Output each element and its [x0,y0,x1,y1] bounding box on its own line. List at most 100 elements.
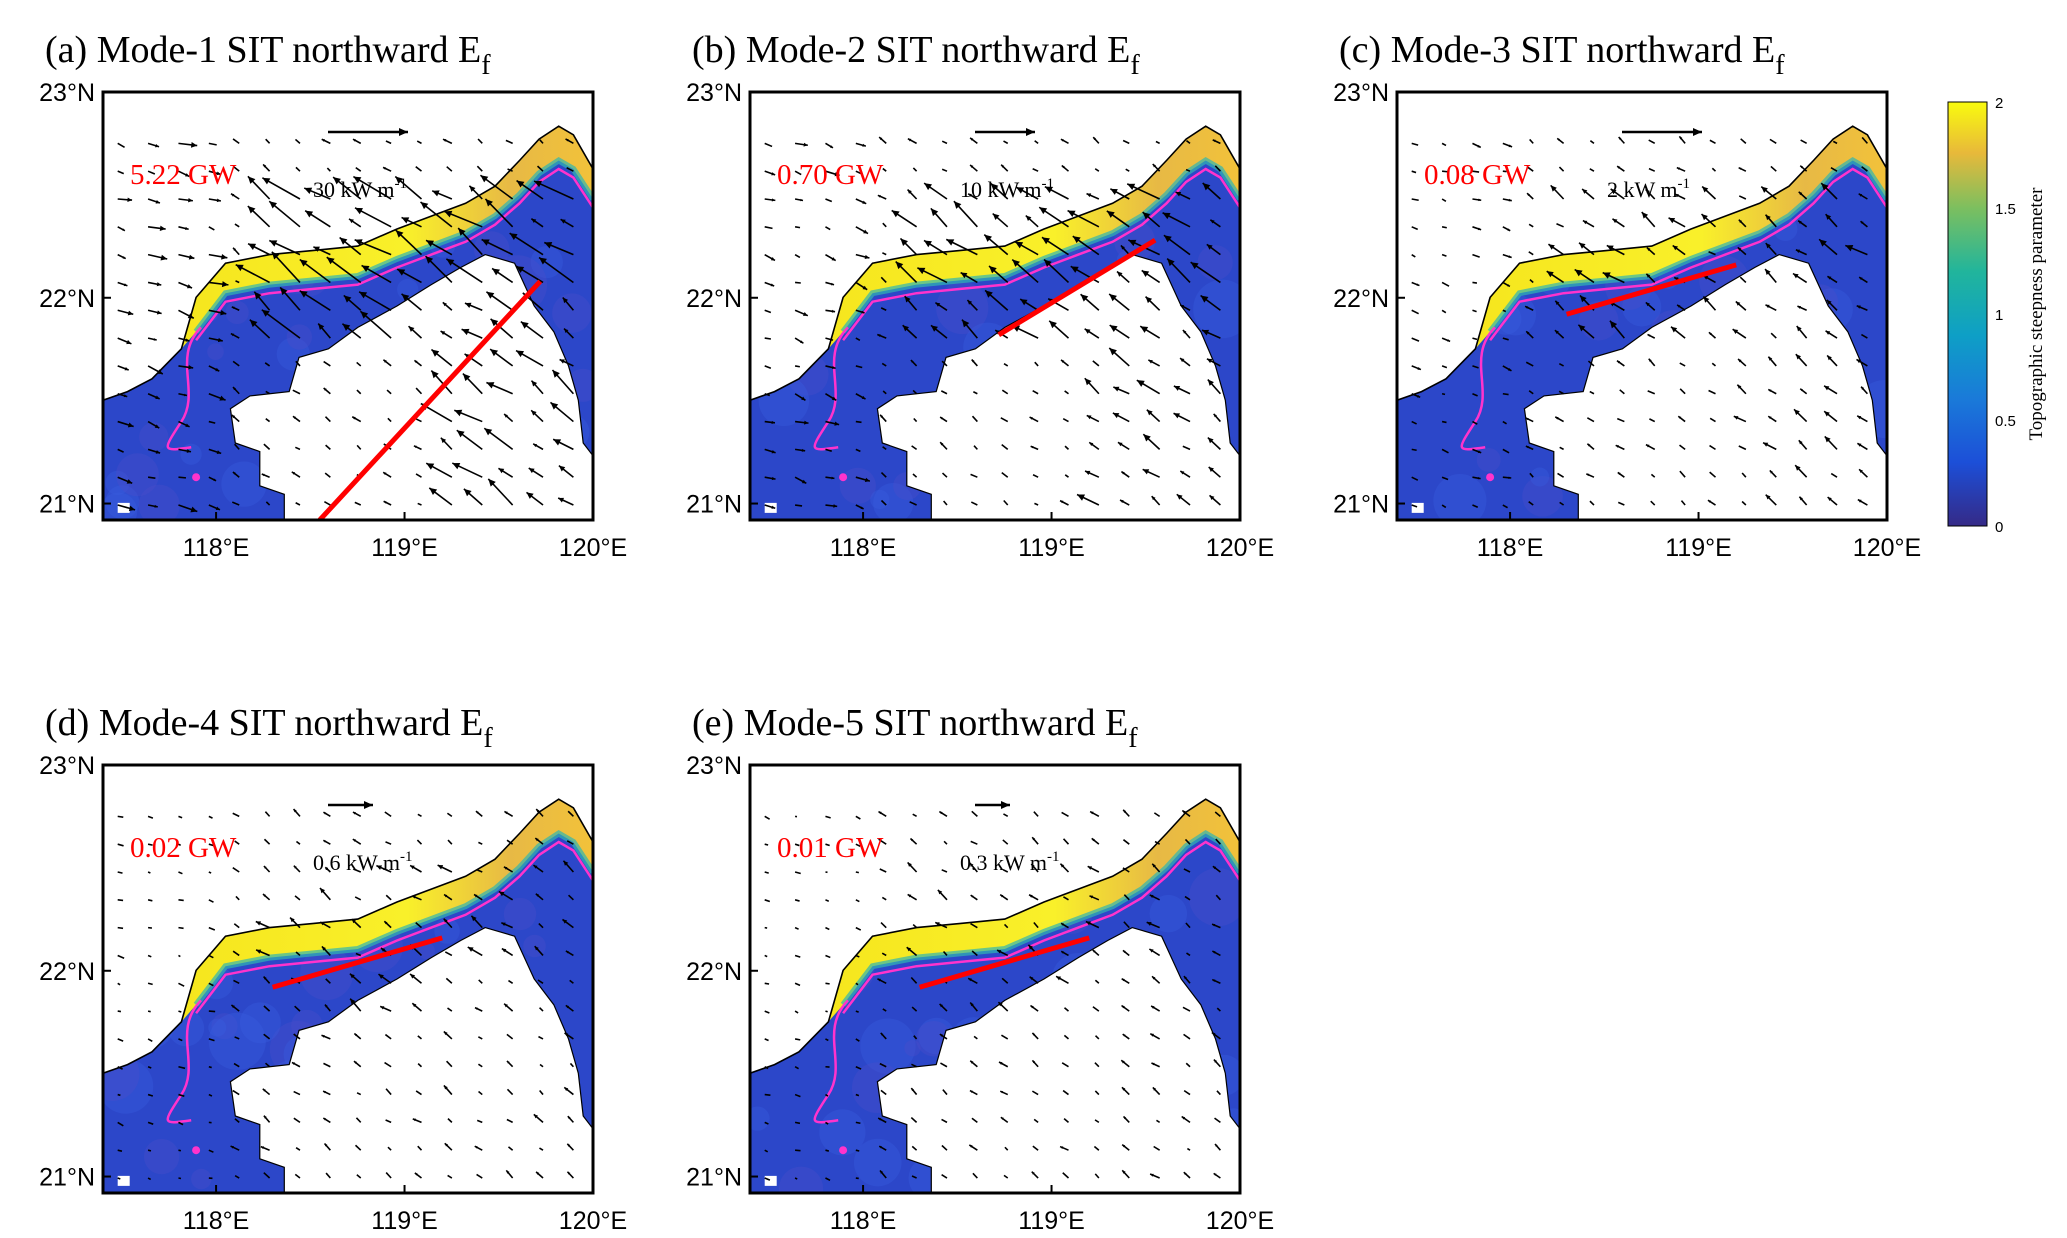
flux-arrow-head [1212,139,1216,143]
steepness-contour [839,1146,848,1155]
flux-arrow [912,167,918,172]
flux-arrow-head [536,809,540,813]
flux-arrow [566,840,574,845]
flux-arrow-head [353,1061,357,1064]
flux-arrow [1529,138,1534,144]
flux-arrow-head [1668,217,1676,224]
flux-arrow [1004,1146,1009,1151]
steepness-contour [192,1146,201,1155]
flux-arrow-head [474,894,478,898]
flux-arrow-head [1070,266,1079,273]
flux-arrow-head [126,479,133,484]
flux-arrow-head [961,319,970,328]
flux-arrow [1589,390,1595,395]
flux-arrow-head [160,254,168,261]
flux-arrow-head [1857,443,1862,447]
flux-arrow [825,226,831,231]
flux-arrow [261,309,301,339]
flux-arrow-head [895,261,904,270]
flux-arrow [147,1065,152,1069]
flux-arrow-head [440,437,447,444]
flux-arrow [1472,393,1478,397]
flux-arrow [232,812,240,818]
y-tick-label: 21°N [1333,491,1389,519]
flux-arrow [1800,139,1808,145]
shelf-slope-fill [181,126,593,349]
flux-arrow-head [378,974,384,979]
flux-arrow [794,1121,801,1125]
flux-arrow-head [185,423,190,427]
bathymetry-patch [221,461,267,507]
flux-arrow [971,810,978,817]
flux-arrow-head [1123,809,1127,813]
flux-arrow [568,894,574,901]
flux-arrow-head [410,974,416,979]
flux-arrow [1184,838,1191,845]
flux-arrow [117,448,124,453]
flux-arrow-head [1508,198,1512,202]
flux-arrow [539,1147,544,1151]
flux-arrow [295,360,301,367]
flux-arrow-head [1645,302,1650,307]
transect-line [317,279,543,520]
flux-arrow [1472,420,1478,425]
x-tick-label: 118°E [183,534,250,562]
flux-arrow [386,389,392,395]
flux-arrow-head [1417,367,1421,370]
flux-arrow [1032,167,1039,172]
flux-arrow-head [467,947,474,952]
flux-arrow-head [1202,329,1210,336]
scale-label-superscript: -1 [1041,176,1054,192]
flux-arrow [855,1066,862,1070]
flux-arrow-head [968,978,972,982]
flux-arrow-head [216,450,222,455]
flux-arrow [880,1089,887,1096]
panel-title: (c) Mode-3 SIT northward Ef [1339,29,1785,81]
shelf-slope-fill [181,799,593,1022]
flux-arrow [1032,474,1039,478]
flux-arrow [147,170,156,175]
flux-arrow-head [770,283,775,287]
flux-arrow [794,226,801,229]
flux-arrow-head [877,334,881,337]
flux-arrow-head [1092,949,1096,953]
flux-arrow-head [1084,328,1091,334]
flux-arrow [1002,868,1009,873]
flux-arrow-head [1557,138,1560,141]
flux-arrow-head [1061,165,1065,169]
flux-arrow [794,1010,799,1014]
flux-arrow-head [1525,446,1529,449]
flux-arrow [1648,167,1656,172]
flux-arrow-head [1176,494,1183,500]
flux-arrow [1411,142,1419,146]
flux-arrow-head [1212,923,1216,927]
flux-arrow [117,1038,124,1042]
flux-arrow [911,1006,918,1012]
flux-arrow [1528,501,1534,506]
scale-arrow-head [1001,801,1010,809]
flux-arrow-head [127,422,134,428]
flux-arrow-head [879,1146,883,1149]
flux-arrow-head [1029,894,1033,898]
no-data-cell [764,502,777,513]
flux-arrow-head [509,233,518,241]
scale-label-superscript: -1 [1047,849,1060,865]
flux-arrow-head [863,229,868,234]
panel-title-subscript: f [483,723,493,754]
flux-arrow [264,362,271,367]
flux-arrow-head [1618,136,1622,140]
flux-arrow-head [960,272,968,279]
flux-arrow [1738,195,1747,200]
flux-arrow-head [155,395,160,399]
flux-arrow [881,952,887,957]
flux-arrow [880,499,887,506]
flux-arrow-head [1000,894,1004,898]
flux-arrow-head [992,213,1000,221]
flux-arrow [1153,1145,1161,1151]
flux-arrow-head [221,281,229,288]
flux-arrow [1411,448,1417,452]
flux-arrow [1830,472,1838,478]
flux-arrow [178,982,185,987]
flux-arrow-head [1020,299,1028,306]
